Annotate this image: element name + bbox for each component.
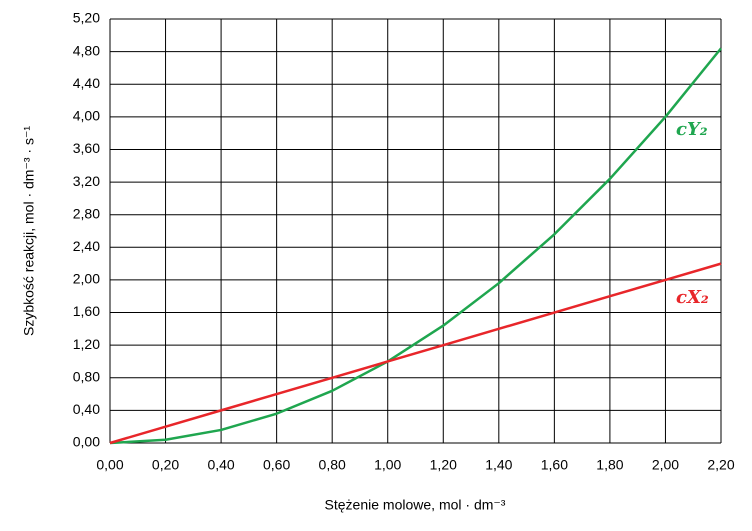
x-tick-label: 0,80 [319, 457, 346, 473]
y-tick-label: 1,60 [73, 303, 100, 319]
y-tick-label: 0,40 [73, 401, 100, 417]
y-tick-label: 4,00 [73, 108, 100, 124]
x-tick-label: 1,80 [596, 457, 623, 473]
x-tick-label: 1,00 [374, 457, 401, 473]
x-tick-label: 1,60 [541, 457, 568, 473]
y-tick-label: 2,00 [73, 271, 100, 287]
x-tick-label: 0,40 [207, 457, 234, 473]
x-tick-label: 0,60 [263, 457, 290, 473]
y-tick-label: 0,00 [73, 434, 100, 450]
series-line [109, 262, 722, 445]
x-tick-label: 2,00 [652, 457, 679, 473]
y-tick-label: 3,60 [73, 140, 100, 156]
y-tick-label: 1,20 [73, 336, 100, 352]
y-tick-label: 5,20 [73, 10, 100, 26]
x-tick-label: 1,40 [485, 457, 512, 473]
series-line [109, 47, 722, 445]
y-tick-label: 4,80 [73, 42, 100, 58]
y-tick-label: 2,80 [73, 205, 100, 221]
x-tick-label: 1,20 [430, 457, 457, 473]
y-tick-label: 3,20 [73, 173, 100, 189]
y-tick-label: 2,40 [73, 238, 100, 254]
series-label: cX₂ [676, 287, 709, 308]
y-tick-label: 4,40 [73, 75, 100, 91]
x-tick-label: 0,20 [152, 457, 179, 473]
y-axis-title: Szybkość reakcji, mol · dm⁻³ · s⁻¹ [21, 126, 37, 336]
x-tick-label: 2,20 [707, 457, 734, 473]
x-tick-label: 0,00 [96, 457, 123, 473]
y-tick-label: 0,80 [73, 368, 100, 384]
x-axis-title: Stężenie molowe, mol · dm⁻³ [325, 497, 506, 513]
series-label: cY₂ [676, 119, 708, 140]
